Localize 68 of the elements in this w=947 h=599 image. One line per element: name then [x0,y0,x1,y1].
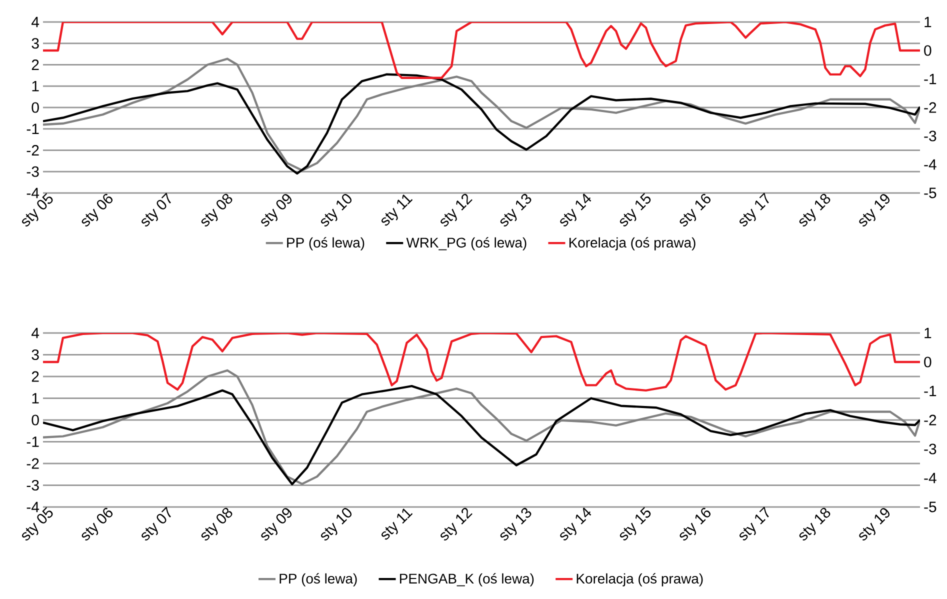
y2-tick-label: -2 [924,414,936,426]
y-tick-label: -3 [26,166,39,177]
y2-tick-label: -5 [924,502,936,512]
y2-tick-label: -4 [924,159,936,170]
line-series [43,333,920,392]
y-tick-label: 0 [32,414,39,426]
x-tick-label: sty 08 [201,508,232,540]
y-tick-label: 4 [32,16,40,28]
y2-tick-label: -1 [924,386,936,396]
y2-tick-label: -1 [924,74,936,84]
legend-label: PP (oś lewa) [280,573,357,586]
y-tick-label: -1 [26,436,39,447]
y2-tick-label: 1 [924,328,932,338]
x-tick-label: sty 08 [201,194,232,226]
legend-label: Korelacja (oś prawa) [576,573,703,586]
y-tick-label: 2 [32,371,39,382]
x-tick-label: sty 07 [142,506,171,540]
x-tick-label: sty 17 [739,192,769,226]
x-tick-label: sty 10 [320,194,352,226]
x-tick-label: sty 14 [560,508,592,540]
x-tick-label: sty 11 [382,194,413,226]
y2-tick-label: -3 [924,130,936,142]
y-tick-label: -3 [26,480,39,491]
x-tick-label: sty 15 [620,193,651,226]
y2-tick-label: 0 [924,356,932,368]
y-tick-label: -2 [26,145,39,156]
x-tick-label: sty 17 [739,506,769,540]
x-tick-label: sty 15 [620,507,651,540]
legend-label: PP (oś lewa) [287,237,364,250]
y2-tick-label: -4 [924,472,936,484]
x-tick-label: sty 06 [82,508,113,540]
x-tick-label: sty 09 [261,194,292,226]
y-tick-label: 4 [32,328,40,338]
y-tick-label: 3 [32,38,39,49]
x-tick-label: sty 18 [799,194,830,226]
x-tick-label: sty 11 [382,508,413,540]
y-tick-label: -4 [26,188,40,198]
x-tick-label: sty 18 [799,508,830,540]
y-tick-label: -2 [26,458,39,469]
y-tick-label: 1 [32,80,39,92]
y-tick-label: 2 [32,60,39,70]
legend-label: WRK_PG (oś lewa) [406,237,526,250]
x-tick-label: sty 19 [859,194,890,226]
x-tick-label: sty 19 [859,508,890,540]
x-tick-label: sty 12 [440,508,472,540]
y2-tick-label: -2 [924,102,936,113]
y-tick-label: 1 [32,393,39,404]
y-tick-label: 3 [32,349,39,360]
x-tick-label: sty 09 [261,508,292,540]
y-tick-label: -4 [26,502,40,512]
x-tick-label: sty 06 [82,194,113,226]
x-tick-label: sty 12 [440,194,472,226]
x-tick-label: sty 07 [142,192,171,226]
x-tick-label: sty 14 [560,194,592,226]
legend-label: Korelacja (oś prawa) [569,237,696,250]
x-tick-label: sty 10 [320,508,352,540]
x-tick-label: sty 16 [680,194,711,226]
y2-tick-label: 1 [924,16,932,28]
y-tick-label: -1 [26,124,39,134]
y2-tick-label: 0 [924,45,932,56]
y-tick-label: 0 [32,102,39,113]
y2-tick-label: -3 [924,444,936,454]
y2-tick-label: -5 [924,188,936,198]
x-tick-label: sty 16 [680,508,711,540]
line-series [43,73,920,175]
legend-label: PENGAB_K (oś lewa) [400,573,534,586]
x-tick-label: sty 13 [500,194,532,226]
x-tick-label: sty 13 [500,508,532,540]
